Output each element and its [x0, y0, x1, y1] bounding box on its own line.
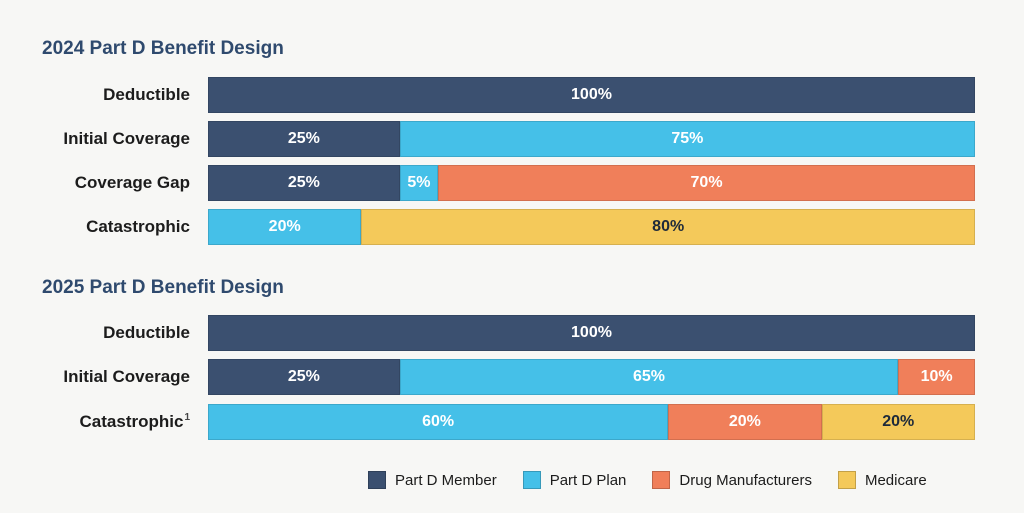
legend-label: Medicare [864, 471, 927, 489]
legend: Part D Member Part D Plan Drug Manufacture… [368, 471, 927, 489]
stacked-bar: 60% 20% 20% [208, 404, 975, 440]
data-label: 25% [287, 174, 320, 191]
bar-segment-plan: 5% [399, 165, 439, 201]
row-label-text: Coverage Gap [74, 173, 190, 192]
data-label: 75% [671, 130, 704, 147]
bar-segment-member: 25% [208, 121, 400, 157]
data-label: 100% [571, 324, 612, 341]
bar-segment-plan: 75% [399, 121, 975, 157]
row-label-text: Catastrophic [86, 217, 190, 236]
row-label-text: Initial Coverage [63, 129, 190, 148]
bar-segment-member: 25% [208, 359, 400, 395]
legend-label: Part D Plan [549, 471, 627, 489]
row-label-text: Deductible [103, 323, 190, 342]
legend-item-manufacturers: Drug Manufacturers [652, 471, 812, 489]
legend-swatch [368, 471, 386, 489]
bar-segment-plan: 65% [399, 359, 899, 395]
legend-swatch [837, 471, 856, 489]
data-label: 10% [920, 368, 953, 385]
stacked-bar: 100% [208, 77, 975, 113]
panel-title: 2025 Part D Benefit Design [42, 277, 284, 298]
bar-segment-member: 25% [208, 165, 400, 201]
data-label: 65% [633, 368, 666, 385]
legend-item-medicare: Medicare [837, 471, 927, 489]
data-label: 25% [287, 130, 320, 147]
row-label: Initial Coverage [0, 129, 190, 149]
row-label: Deductible [0, 323, 190, 343]
data-label: 100% [571, 86, 612, 103]
bar-segment-plan: 20% [208, 209, 362, 245]
row-label-text: Initial Coverage [63, 367, 190, 386]
stacked-bar: 25% 75% [208, 121, 975, 157]
legend-swatch [652, 471, 671, 489]
legend-item-plan: Part D Plan [522, 471, 627, 489]
stacked-bar: 20% 80% [208, 209, 975, 245]
footnote-marker: 1 [184, 412, 190, 424]
row-label: Catastrophic [0, 217, 190, 237]
data-label: 70% [690, 174, 723, 191]
data-label: 20% [268, 218, 301, 235]
legend-label: Part D Member [395, 471, 497, 489]
bar-segment-member: 100% [208, 315, 975, 351]
legend-label: Drug Manufacturers [679, 471, 812, 489]
row-label-text: Catastrophic [79, 412, 184, 431]
stacked-bar: 25% 5% 70% [208, 165, 975, 201]
bar-segment-manufacturers: 70% [438, 165, 975, 201]
legend-item-member: Part D Member [368, 471, 497, 489]
data-label: 25% [287, 368, 320, 385]
row-label: Coverage Gap [0, 173, 190, 193]
legend-swatch [522, 471, 541, 489]
row-label: Deductible [0, 85, 190, 105]
data-label: 20% [728, 413, 761, 430]
row-label: Initial Coverage [0, 367, 190, 387]
bar-segment-medicare: 80% [361, 209, 975, 245]
bar-segment-manufacturers: 10% [898, 359, 975, 395]
data-label: 20% [882, 413, 915, 430]
row-label-text: Deductible [103, 85, 190, 104]
stacked-bar: 100% [208, 315, 975, 351]
bar-segment-manufacturers: 20% [668, 404, 822, 440]
data-label: 5% [407, 174, 431, 191]
bar-segment-plan: 60% [208, 404, 669, 440]
bar-segment-member: 100% [208, 77, 975, 113]
bar-segment-medicare: 20% [821, 404, 975, 440]
stacked-bar: 25% 65% 10% [208, 359, 975, 395]
data-label: 60% [422, 413, 455, 430]
panel-title: 2024 Part D Benefit Design [42, 38, 284, 59]
row-label: Catastrophic1 [0, 412, 190, 432]
data-label: 80% [652, 218, 685, 235]
